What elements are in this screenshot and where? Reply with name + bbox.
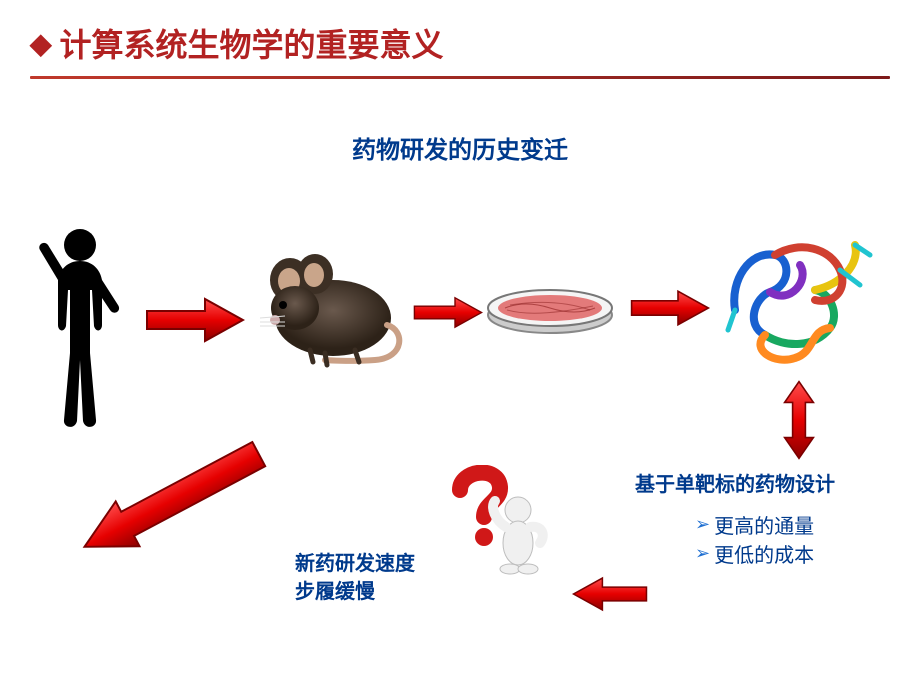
mouse-node (255, 250, 405, 370)
chevron-icon: ➢ (695, 543, 710, 564)
arrow-4 (780, 380, 818, 460)
human-node (30, 225, 130, 430)
bottom-line-2: 步履缓慢 (295, 578, 415, 606)
bullet-item-2: ➢ 更低的成本 (695, 539, 814, 568)
chevron-icon: ➢ (695, 514, 710, 535)
arrow-5 (565, 575, 655, 613)
bottom-caption: 新药研发速度 步履缓慢 (295, 550, 415, 606)
question-figure-icon (440, 465, 550, 575)
subtitle-text: 药物研发的历史变迁 (0, 130, 920, 165)
bullet-item-1: ➢ 更高的通量 (695, 510, 814, 539)
arrow-6 (65, 440, 280, 560)
title-bar: ◆ 计算系统生物学的重要意义 (30, 20, 890, 79)
bullet-text-2: 更低的成本 (714, 539, 814, 568)
protein-node (720, 230, 880, 370)
protein-bullets: ➢ 更高的通量 ➢ 更低的成本 (695, 510, 814, 568)
petri-dish-node (485, 280, 615, 335)
petri-dish-icon (485, 280, 615, 335)
arrow-2 (413, 295, 483, 330)
mouse-icon (255, 250, 405, 370)
bullet-text-1: 更高的通量 (714, 510, 814, 539)
title-bullet-icon: ◆ (30, 27, 52, 60)
protein-caption: 基于单靶标的药物设计 (635, 468, 835, 497)
arrow-3 (625, 288, 715, 328)
slide-title: ◆ 计算系统生物学的重要意义 (30, 20, 890, 66)
human-icon (30, 225, 130, 430)
question-node (440, 465, 550, 575)
arrow-1 (145, 295, 245, 345)
bottom-line-1: 新药研发速度 (295, 550, 415, 578)
protein-icon (720, 230, 880, 370)
title-underline (30, 76, 890, 79)
title-text: 计算系统生物学的重要意义 (60, 20, 444, 66)
protein-caption-text: 基于单靶标的药物设计 (635, 474, 835, 496)
